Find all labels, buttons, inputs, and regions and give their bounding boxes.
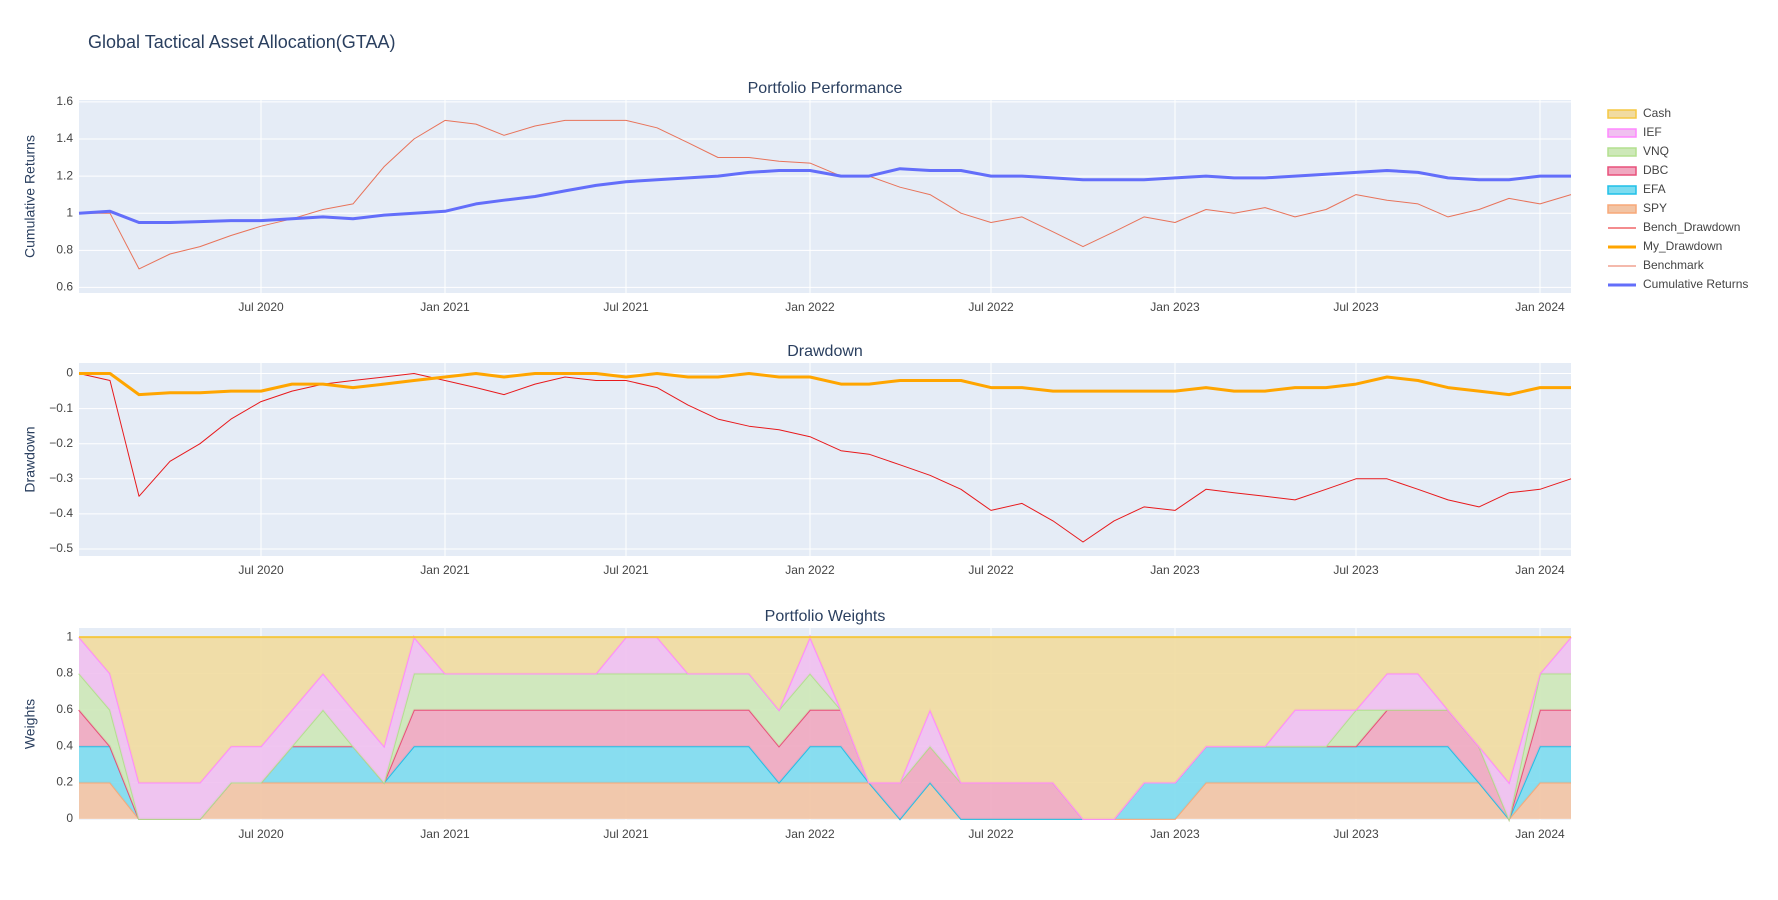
x-tick-label: Jul 2020 xyxy=(238,563,284,577)
y-tick-label: 0 xyxy=(66,366,73,380)
x-tick-label: Jan 2024 xyxy=(1515,300,1565,314)
figure-title: Global Tactical Asset Allocation(GTAA) xyxy=(88,32,395,52)
x-tick-label: Jan 2022 xyxy=(785,300,835,314)
y-tick-label: 1.4 xyxy=(56,131,73,145)
legend-swatch xyxy=(1607,128,1637,138)
subplot-title: Portfolio Performance xyxy=(748,80,903,97)
legend: Cash IEF VNQ DBC EFA SPY Bench_Drawdown My_Draw… xyxy=(1607,106,1748,291)
x-tick-label: Jul 2023 xyxy=(1333,563,1379,577)
x-tick-label: Jul 2021 xyxy=(603,300,649,314)
y-tick-label: 0.6 xyxy=(56,702,73,716)
x-tick-label: Jan 2023 xyxy=(1150,827,1200,841)
y-tick-label: −0.1 xyxy=(49,401,73,415)
y-axis-label: Weights xyxy=(22,699,38,749)
x-tick-label: Jan 2022 xyxy=(785,827,835,841)
subplot-title: Portfolio Weights xyxy=(765,608,886,625)
y-axis-label: Cumulative Returns xyxy=(22,135,38,258)
x-tick-label: Jan 2022 xyxy=(785,563,835,577)
x-tick-label: Jul 2020 xyxy=(238,300,284,314)
y-tick-label: 1.2 xyxy=(56,168,73,182)
legend-label: Cash xyxy=(1643,106,1671,120)
legend-label: VNQ xyxy=(1643,144,1669,158)
y-tick-label: 1 xyxy=(66,629,73,643)
x-tick-label: Jul 2022 xyxy=(968,827,1014,841)
x-tick-label: Jul 2022 xyxy=(968,300,1014,314)
x-tick-label: Jul 2023 xyxy=(1333,827,1379,841)
y-tick-label: 0.8 xyxy=(56,242,73,256)
x-tick-label: Jan 2023 xyxy=(1150,563,1200,577)
x-tick-label: Jul 2022 xyxy=(968,563,1014,577)
x-tick-label: Jan 2024 xyxy=(1515,827,1565,841)
x-tick-label: Jul 2023 xyxy=(1333,300,1379,314)
y-tick-label: 0.4 xyxy=(56,738,73,752)
y-tick-label: −0.4 xyxy=(49,506,73,520)
legend-label: My_Drawdown xyxy=(1643,239,1722,253)
legend-swatch xyxy=(1607,109,1637,119)
area-fill xyxy=(79,746,1571,819)
x-tick-label: Jul 2021 xyxy=(603,827,649,841)
y-tick-label: 1 xyxy=(66,205,73,219)
y-axis-label: Drawdown xyxy=(22,426,38,492)
legend-label: Cumulative Returns xyxy=(1643,277,1748,291)
y-tick-label: 0 xyxy=(66,811,73,825)
y-tick-label: 1.6 xyxy=(56,94,73,108)
series-line xyxy=(78,167,1571,224)
series-line xyxy=(79,119,1572,270)
x-tick-label: Jul 2020 xyxy=(238,827,284,841)
subplot-title: Drawdown xyxy=(787,343,863,360)
x-tick-label: Jan 2021 xyxy=(420,827,470,841)
y-tick-label: −0.3 xyxy=(49,471,73,485)
legend-label: IEF xyxy=(1643,125,1662,139)
y-tick-label: 0.2 xyxy=(56,775,73,789)
x-tick-label: Jul 2021 xyxy=(603,563,649,577)
x-tick-label: Jan 2024 xyxy=(1515,563,1565,577)
x-tick-label: Jan 2021 xyxy=(420,300,470,314)
legend-label: Bench_Drawdown xyxy=(1643,220,1740,234)
x-tick-label: Jan 2023 xyxy=(1150,300,1200,314)
legend-label: DBC xyxy=(1643,163,1669,177)
legend-swatch xyxy=(1607,185,1637,195)
plot-area xyxy=(79,100,1571,293)
legend-label: Benchmark xyxy=(1643,258,1705,272)
area-fill xyxy=(79,637,1571,819)
y-tick-label: −0.5 xyxy=(49,541,73,555)
area-fill xyxy=(79,709,1571,819)
plot-area xyxy=(79,363,1571,556)
y-tick-label: 0.6 xyxy=(56,280,73,294)
y-tick-label: 0.8 xyxy=(56,666,73,680)
series-line xyxy=(79,372,1571,397)
legend-label: EFA xyxy=(1643,182,1666,196)
area-fill xyxy=(79,782,1571,819)
y-tick-label: −0.2 xyxy=(49,436,73,450)
area-fill xyxy=(79,673,1571,819)
legend-label: SPY xyxy=(1643,201,1667,215)
legend-swatch xyxy=(1607,166,1637,176)
legend-swatch xyxy=(1607,204,1637,214)
legend-swatch xyxy=(1607,147,1637,157)
x-tick-label: Jan 2021 xyxy=(420,563,470,577)
